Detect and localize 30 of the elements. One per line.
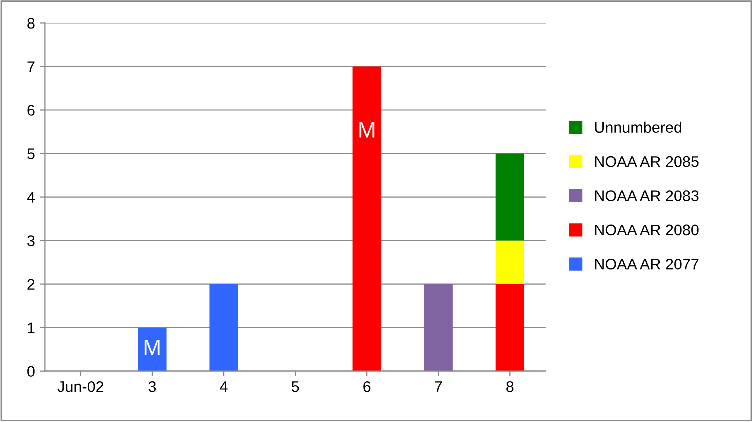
y-tick-label: 3 bbox=[28, 236, 35, 246]
annotation: M bbox=[144, 340, 160, 356]
y-tick-label: 8 bbox=[28, 18, 35, 29]
x-tick-label: 7 bbox=[435, 382, 442, 392]
y-tick-label: 1 bbox=[28, 322, 35, 334]
bar bbox=[210, 284, 238, 372]
x-tick-label: Jun-02 bbox=[58, 381, 104, 392]
bar bbox=[424, 284, 453, 372]
x-tick-label: 4 bbox=[220, 382, 228, 392]
annotation: M bbox=[360, 122, 375, 138]
legend-label: NOAA AR 2083 bbox=[595, 190, 699, 202]
x-tick-label: 8 bbox=[506, 381, 514, 392]
bar bbox=[496, 284, 524, 372]
y-tick-label: 4 bbox=[27, 192, 36, 203]
x-tick-label: 6 bbox=[364, 381, 371, 392]
legend-label: NOAA AR 2085 bbox=[595, 156, 699, 168]
bar bbox=[496, 240, 524, 284]
y-tick-label: 0 bbox=[28, 366, 35, 378]
y-tick-label: 6 bbox=[28, 105, 35, 116]
x-tick-label: 5 bbox=[292, 382, 300, 392]
bar bbox=[352, 66, 382, 372]
y-tick-label: 2 bbox=[28, 279, 35, 290]
bar bbox=[496, 154, 524, 241]
legend-label: NOAA AR 2077 bbox=[595, 258, 699, 270]
legend-label: Unnumbered bbox=[595, 122, 682, 134]
legend-label: NOAA AR 2080 bbox=[595, 224, 699, 236]
bar bbox=[138, 328, 167, 372]
y-tick-label: 7 bbox=[28, 62, 35, 72]
y-tick-label: 5 bbox=[28, 148, 35, 160]
x-tick-label: 3 bbox=[148, 381, 156, 392]
